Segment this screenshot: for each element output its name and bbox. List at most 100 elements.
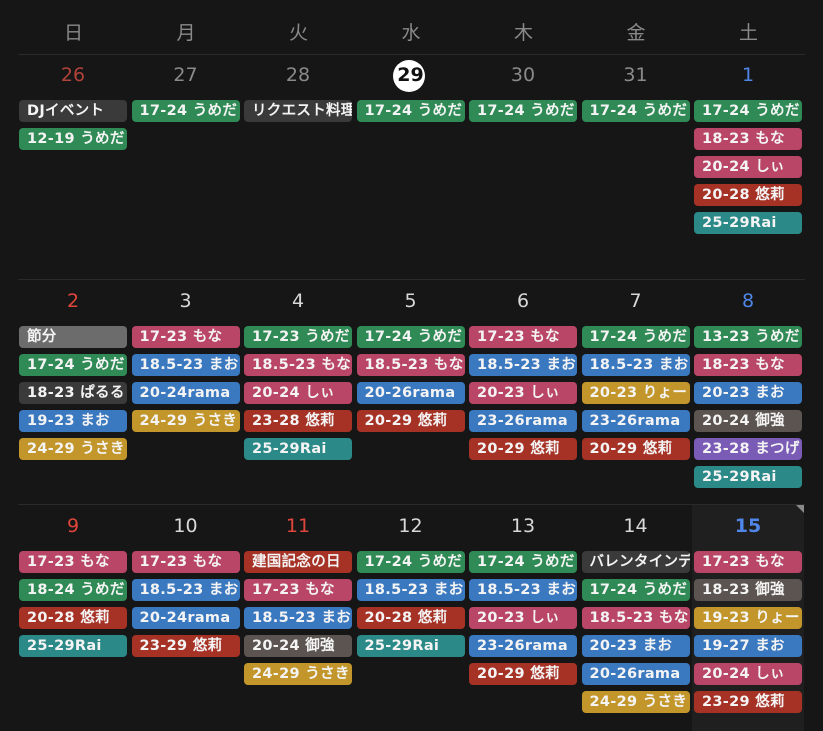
day-cell[interactable]: 26 DJイベント 12-19 うめだ	[17, 54, 129, 280]
calendar-event[interactable]: 18-23 もな	[694, 128, 802, 150]
calendar-event[interactable]: 20-29 悠莉	[469, 438, 577, 460]
calendar-event[interactable]: 17-24 うめだ	[356, 326, 465, 348]
calendar-event[interactable]: 20-26rama	[356, 382, 465, 404]
calendar-event[interactable]: 17-24 うめだ	[469, 551, 577, 573]
calendar-event[interactable]: 節分	[19, 326, 127, 348]
day-cell[interactable]: 28 リクエスト料理	[242, 54, 354, 280]
calendar-event[interactable]: 17-24 うめだ	[356, 551, 465, 573]
calendar-event[interactable]: 17-23 もな	[19, 551, 127, 573]
day-cell[interactable]: 9 17-23 もな 18-24 うめだ 20-28 悠莉 25-29Rai	[17, 505, 129, 731]
calendar-event[interactable]: 20-24 しぃ	[694, 663, 802, 685]
day-cell[interactable]: 5 17-24 うめだ 18.5-23 もな 20-26rama 20-29 悠莉	[355, 280, 467, 505]
calendar-event[interactable]: 20-28 悠莉	[356, 607, 465, 629]
calendar-event[interactable]: 17-24 うめだ	[469, 100, 577, 122]
calendar-event[interactable]: 17-24 うめだ	[356, 100, 465, 122]
calendar-event[interactable]: 20-24 御強	[244, 635, 352, 657]
calendar-event[interactable]: 23-29 悠莉	[694, 691, 802, 713]
day-cell[interactable]: 1 17-24 うめだ 18-23 もな 20-24 しぃ 20-28 悠莉 25-29R…	[692, 54, 804, 280]
calendar-event[interactable]: 18-23 御強	[694, 579, 802, 601]
calendar-event[interactable]: バレンタインデー	[581, 551, 690, 573]
calendar-event[interactable]: 18.5-23 まお	[469, 354, 577, 376]
calendar-event[interactable]: 19-23 まお	[19, 410, 127, 432]
calendar-event[interactable]: 20-29 悠莉	[469, 663, 577, 685]
calendar-event[interactable]: 18.5-23 もな	[356, 354, 465, 376]
day-cell[interactable]: 31 17-24 うめだ	[580, 54, 692, 280]
calendar-event[interactable]: 23-29 悠莉	[131, 635, 240, 657]
calendar-event[interactable]: 18-24 うめだ	[19, 579, 127, 601]
calendar-event[interactable]: 19-27 まお	[694, 635, 802, 657]
calendar-event[interactable]: 20-24 しぃ	[694, 156, 802, 178]
calendar-event[interactable]: 17-23 もな	[244, 579, 352, 601]
calendar-event[interactable]: 17-24 うめだ	[581, 326, 690, 348]
calendar-event[interactable]: 24-29 うさき	[131, 410, 240, 432]
calendar-event[interactable]: 25-29Rai	[694, 466, 802, 488]
calendar-event[interactable]: 20-29 悠莉	[581, 438, 690, 460]
calendar-event[interactable]: 23-26rama	[469, 410, 577, 432]
day-cell[interactable]: 6 17-23 もな 18.5-23 まお 20-23 しぃ 23-26rama 20-2…	[467, 280, 579, 505]
calendar-event[interactable]: 20-23 しぃ	[469, 607, 577, 629]
calendar-event[interactable]: 20-24rama	[131, 607, 240, 629]
calendar-event[interactable]: 13-23 うめだ	[694, 326, 802, 348]
calendar-event[interactable]: 20-23 まお	[581, 635, 690, 657]
calendar-event[interactable]: 17-24 うめだ	[694, 100, 802, 122]
calendar-event[interactable]: 20-23 まお	[694, 382, 802, 404]
calendar-event[interactable]: 23-28 まつげ	[694, 438, 802, 460]
calendar-event[interactable]: 18.5-23 まお	[469, 579, 577, 601]
calendar-event[interactable]: 18.5-23 まお	[581, 354, 690, 376]
day-cell[interactable]: 2 節分 17-24 うめだ 18-23 ぱるる 19-23 まお 24-29 うさき	[17, 280, 129, 505]
calendar-event[interactable]: 24-29 うさき	[581, 691, 690, 713]
calendar-event[interactable]: 17-24 うめだ	[19, 354, 127, 376]
calendar-event[interactable]: 17-23 もな	[469, 326, 577, 348]
calendar-event[interactable]: 23-26rama	[469, 635, 577, 657]
calendar-event[interactable]: 24-29 うさき	[19, 438, 127, 460]
day-cell[interactable]: 4 17-23 うめだ 18.5-23 もな 20-24 しぃ 23-28 悠莉 25-2…	[242, 280, 354, 505]
calendar-event[interactable]: 20-28 悠莉	[694, 184, 802, 206]
day-cell[interactable]: 10 17-23 もな 18.5-23 まお 20-24rama 23-29 悠莉	[130, 505, 242, 731]
calendar-event[interactable]: 18-23 ぱるる	[19, 382, 127, 404]
calendar-event[interactable]: 18.5-23 まお	[356, 579, 465, 601]
calendar-event[interactable]: 18.5-23 まお	[131, 579, 240, 601]
calendar-event[interactable]: 12-19 うめだ	[19, 128, 127, 150]
calendar-event[interactable]: 20-28 悠莉	[19, 607, 127, 629]
calendar-event[interactable]: 20-26rama	[581, 663, 690, 685]
calendar-event[interactable]: 17-24 うめだ	[581, 579, 690, 601]
day-cell[interactable]: 12 17-24 うめだ 18.5-23 まお 20-28 悠莉 25-29Rai	[355, 505, 467, 731]
calendar-event[interactable]: 20-23 りょー	[581, 382, 690, 404]
calendar-event[interactable]: 18-23 もな	[694, 354, 802, 376]
calendar-event[interactable]: 20-23 しぃ	[469, 382, 577, 404]
day-cell[interactable]: 30 17-24 うめだ	[467, 54, 579, 280]
calendar-event[interactable]: 18.5-23 まお	[244, 607, 352, 629]
calendar-event[interactable]: 17-23 もな	[131, 326, 240, 348]
day-cell[interactable]: 8 13-23 うめだ 18-23 もな 20-23 まお 20-24 御強 23-28 …	[692, 280, 804, 505]
day-cell[interactable]: 13 17-24 うめだ 18.5-23 まお 20-23 しぃ 23-26rama 20…	[467, 505, 579, 731]
calendar-event[interactable]: DJイベント	[19, 100, 127, 122]
calendar-event[interactable]: 25-29Rai	[356, 635, 465, 657]
calendar-event[interactable]: 18.5-23 もな	[244, 354, 352, 376]
calendar-event[interactable]: 20-24 御強	[694, 410, 802, 432]
calendar-event[interactable]: 17-24 うめだ	[581, 100, 690, 122]
calendar-event[interactable]: 建国記念の日	[244, 551, 352, 573]
day-cell[interactable]: 14 バレンタインデー 17-24 うめだ 18.5-23 もな 20-23 まお 20-…	[580, 505, 692, 731]
day-cell[interactable]: 27 17-24 うめだ	[130, 54, 242, 280]
calendar-event[interactable]: 24-29 うさき	[244, 663, 352, 685]
calendar-event[interactable]: リクエスト料理	[244, 100, 352, 122]
calendar-event[interactable]: 20-24rama	[131, 382, 240, 404]
calendar-event[interactable]: 17-23 もな	[131, 551, 240, 573]
calendar-event[interactable]: 17-23 もな	[694, 551, 802, 573]
calendar-event[interactable]: 25-29Rai	[19, 635, 127, 657]
calendar-event[interactable]: 25-29Rai	[244, 438, 352, 460]
calendar-event[interactable]: 25-29Rai	[694, 212, 802, 234]
calendar-event[interactable]: 20-29 悠莉	[356, 410, 465, 432]
calendar-event[interactable]: 17-24 うめだ	[131, 100, 240, 122]
calendar-event[interactable]: 19-23 りょー	[694, 607, 802, 629]
day-cell[interactable]: 11 建国記念の日 17-23 もな 18.5-23 まお 20-24 御強 24-29 …	[242, 505, 354, 731]
calendar-event[interactable]: 23-28 悠莉	[244, 410, 352, 432]
calendar-event[interactable]: 18.5-23 まお	[131, 354, 240, 376]
day-cell[interactable]: 7 17-24 うめだ 18.5-23 まお 20-23 りょー 23-26rama 20…	[580, 280, 692, 505]
calendar-event[interactable]: 20-24 しぃ	[244, 382, 352, 404]
calendar-event[interactable]: 23-26rama	[581, 410, 690, 432]
calendar-event[interactable]: 17-23 うめだ	[244, 326, 352, 348]
day-cell[interactable]: 15 17-23 もな 18-23 御強 19-23 りょー 19-27 まお 20-24…	[692, 505, 804, 731]
day-cell[interactable]: 29 17-24 うめだ	[355, 54, 467, 280]
day-cell[interactable]: 3 17-23 もな 18.5-23 まお 20-24rama 24-29 うさき	[130, 280, 242, 505]
